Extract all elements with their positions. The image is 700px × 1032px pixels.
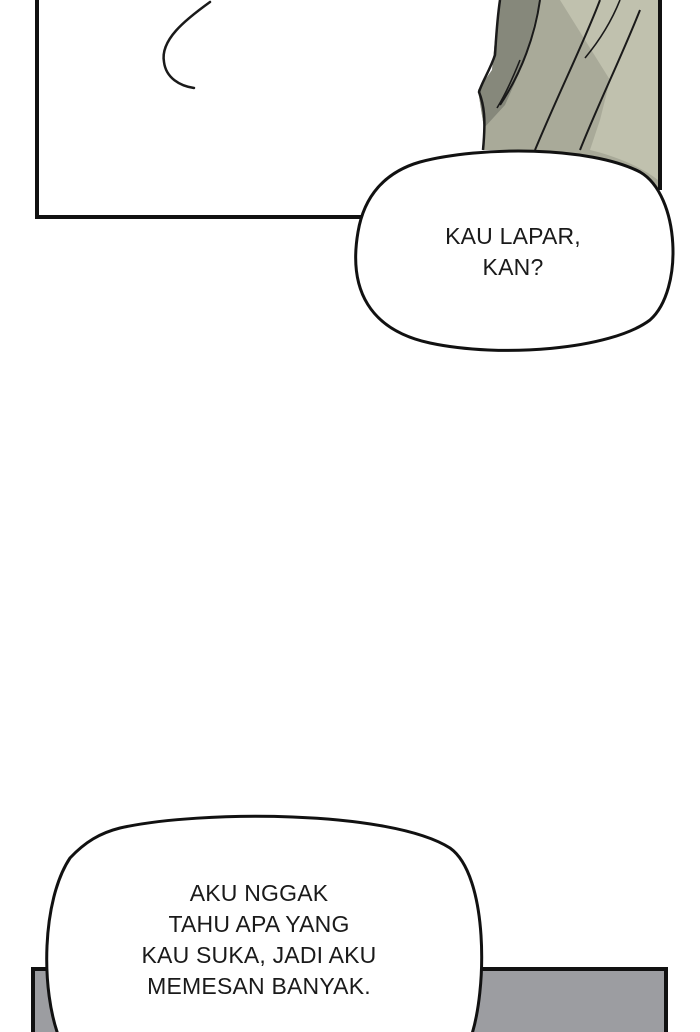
bubble-1-line: KAU LAPAR, [445, 223, 581, 249]
bubble-2-line: MEMESAN BANYAK. [147, 973, 371, 999]
speech-bubble-2-text: AKU NGGAK TAHU APA YANG KAU SUKA, JADI A… [108, 878, 410, 1002]
speech-bubble-1 [354, 149, 675, 352]
speech-bubble-2 [45, 814, 484, 1032]
bubble-2-line: KAU SUKA, JADI AKU [141, 942, 377, 968]
sketch-curve [162, 0, 212, 90]
bubble-2-line: AKU NGGAK [189, 880, 329, 906]
bubble-2-line: TAHU APA YANG [168, 911, 350, 937]
clothing-fragment [477, 0, 658, 188]
top-panel [35, 0, 662, 219]
bubble-1-line: KAN? [482, 254, 544, 280]
speech-bubble-1-text: KAU LAPAR, KAN? [400, 221, 626, 283]
